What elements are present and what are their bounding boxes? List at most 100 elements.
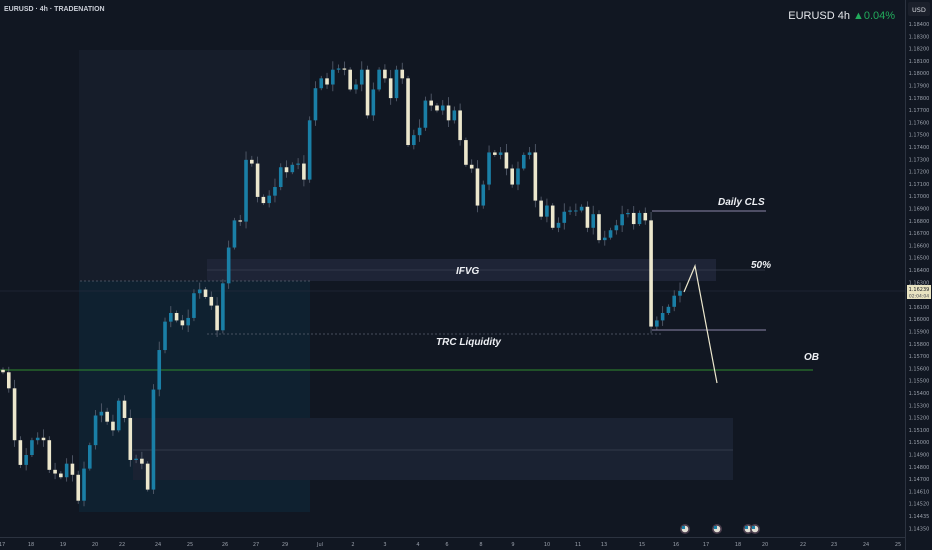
candle-up[interactable] [331, 69, 335, 85]
candle-down[interactable] [284, 167, 289, 173]
candle-up[interactable] [602, 237, 607, 241]
candle-up[interactable] [157, 350, 162, 390]
candle-up[interactable] [232, 220, 237, 248]
candle-up[interactable] [313, 88, 318, 121]
candle-up[interactable] [626, 212, 630, 215]
candle-down[interactable] [406, 78, 410, 146]
candle-up[interactable] [527, 152, 532, 155]
candle-up[interactable] [169, 312, 173, 322]
candle-down[interactable] [209, 296, 214, 306]
candle-up[interactable] [24, 455, 28, 465]
candle-down[interactable] [325, 78, 329, 85]
candle-down[interactable] [53, 469, 57, 474]
candle-up[interactable] [359, 69, 364, 85]
candle-down[interactable] [533, 152, 538, 201]
candle-down[interactable] [585, 206, 590, 228]
candle-down[interactable] [429, 100, 433, 106]
candle-down[interactable] [464, 140, 468, 165]
candle-up[interactable] [660, 312, 665, 321]
candle-down[interactable] [255, 163, 260, 197]
candle-up[interactable] [64, 463, 69, 478]
candle-up[interactable] [151, 389, 156, 490]
candle-down[interactable] [510, 168, 514, 185]
candle-down[interactable] [493, 152, 497, 155]
candle-up[interactable] [186, 317, 190, 326]
candle-up[interactable] [423, 100, 428, 128]
candle-down[interactable] [76, 474, 81, 501]
candle-up[interactable] [498, 152, 503, 155]
candle-down[interactable] [174, 312, 179, 321]
candle-up[interactable] [487, 152, 491, 185]
candle-up[interactable] [516, 168, 520, 185]
candle-down[interactable] [342, 68, 347, 70]
candle-up[interactable] [574, 210, 578, 212]
candle-down[interactable] [12, 388, 17, 441]
candle-up[interactable] [296, 163, 300, 165]
candle-up[interactable] [221, 283, 225, 331]
candle-up[interactable] [290, 164, 295, 173]
candle-up[interactable] [93, 415, 98, 446]
candle-up[interactable] [192, 293, 196, 318]
candle-up[interactable] [620, 214, 624, 226]
candle-up[interactable] [99, 411, 104, 416]
candle-down[interactable] [59, 473, 63, 478]
candle-down[interactable] [649, 220, 653, 327]
time-axis[interactable]: 17 18 19 20 22 24 25 26 27 29 Jul 2 3 4 6 8 9 10 11 13 15 16 1… [0, 542, 901, 548]
candle-up[interactable] [273, 187, 277, 196]
candle-down[interactable] [6, 372, 11, 389]
candle-up[interactable] [666, 306, 671, 313]
candle-down[interactable] [145, 463, 150, 490]
candle-down[interactable] [122, 400, 127, 418]
candle-up[interactable] [226, 247, 231, 284]
candle-down[interactable] [475, 168, 480, 206]
candle-up[interactable] [354, 84, 358, 90]
candle-down[interactable] [643, 212, 648, 221]
candle-up[interactable] [568, 210, 572, 212]
candle-up[interactable] [556, 222, 561, 228]
candle-down[interactable] [302, 163, 306, 180]
candle-down[interactable] [111, 421, 115, 431]
candle-down[interactable] [128, 417, 133, 460]
candle-up[interactable] [267, 195, 271, 204]
candle-down[interactable] [550, 205, 555, 228]
currency-button[interactable] [908, 2, 930, 16]
candle-up[interactable] [637, 212, 642, 225]
candle-up[interactable] [655, 320, 659, 327]
candle-up[interactable] [116, 400, 121, 431]
candle-down[interactable] [388, 78, 393, 99]
candle-up[interactable] [481, 184, 486, 206]
price-axis[interactable] [905, 0, 932, 550]
economic-event-icon[interactable] [712, 524, 722, 534]
candle-down[interactable] [383, 69, 387, 79]
candle-down[interactable] [446, 105, 451, 121]
candle-up[interactable] [678, 290, 682, 296]
candle-up[interactable] [35, 437, 40, 441]
candle-down[interactable] [631, 212, 636, 225]
candle-up[interactable] [319, 78, 324, 89]
candle-down[interactable] [203, 289, 208, 297]
candle-down[interactable] [18, 440, 23, 465]
candle-down[interactable] [215, 305, 219, 331]
candle-up[interactable] [278, 167, 283, 188]
candle-up[interactable] [672, 295, 677, 307]
candle-up[interactable] [591, 214, 596, 228]
candle-up[interactable] [579, 206, 584, 211]
candle-up[interactable] [614, 225, 619, 231]
candle-up[interactable] [336, 68, 341, 70]
candle-down[interactable] [261, 196, 266, 204]
candle-up[interactable] [307, 120, 312, 180]
candle-down[interactable] [597, 214, 601, 241]
candle-down[interactable] [250, 159, 254, 164]
candle-down[interactable] [180, 320, 185, 326]
candle-down[interactable] [400, 69, 405, 79]
candle-up[interactable] [608, 230, 613, 238]
candle-down[interactable] [365, 69, 370, 116]
candle-up[interactable] [82, 468, 86, 501]
candle-up[interactable] [244, 159, 248, 222]
candle-up[interactable] [417, 127, 422, 136]
candle-down[interactable] [504, 152, 509, 169]
candle-down[interactable] [140, 458, 144, 464]
candle-down[interactable] [458, 110, 462, 141]
projection-path[interactable] [683, 263, 718, 384]
